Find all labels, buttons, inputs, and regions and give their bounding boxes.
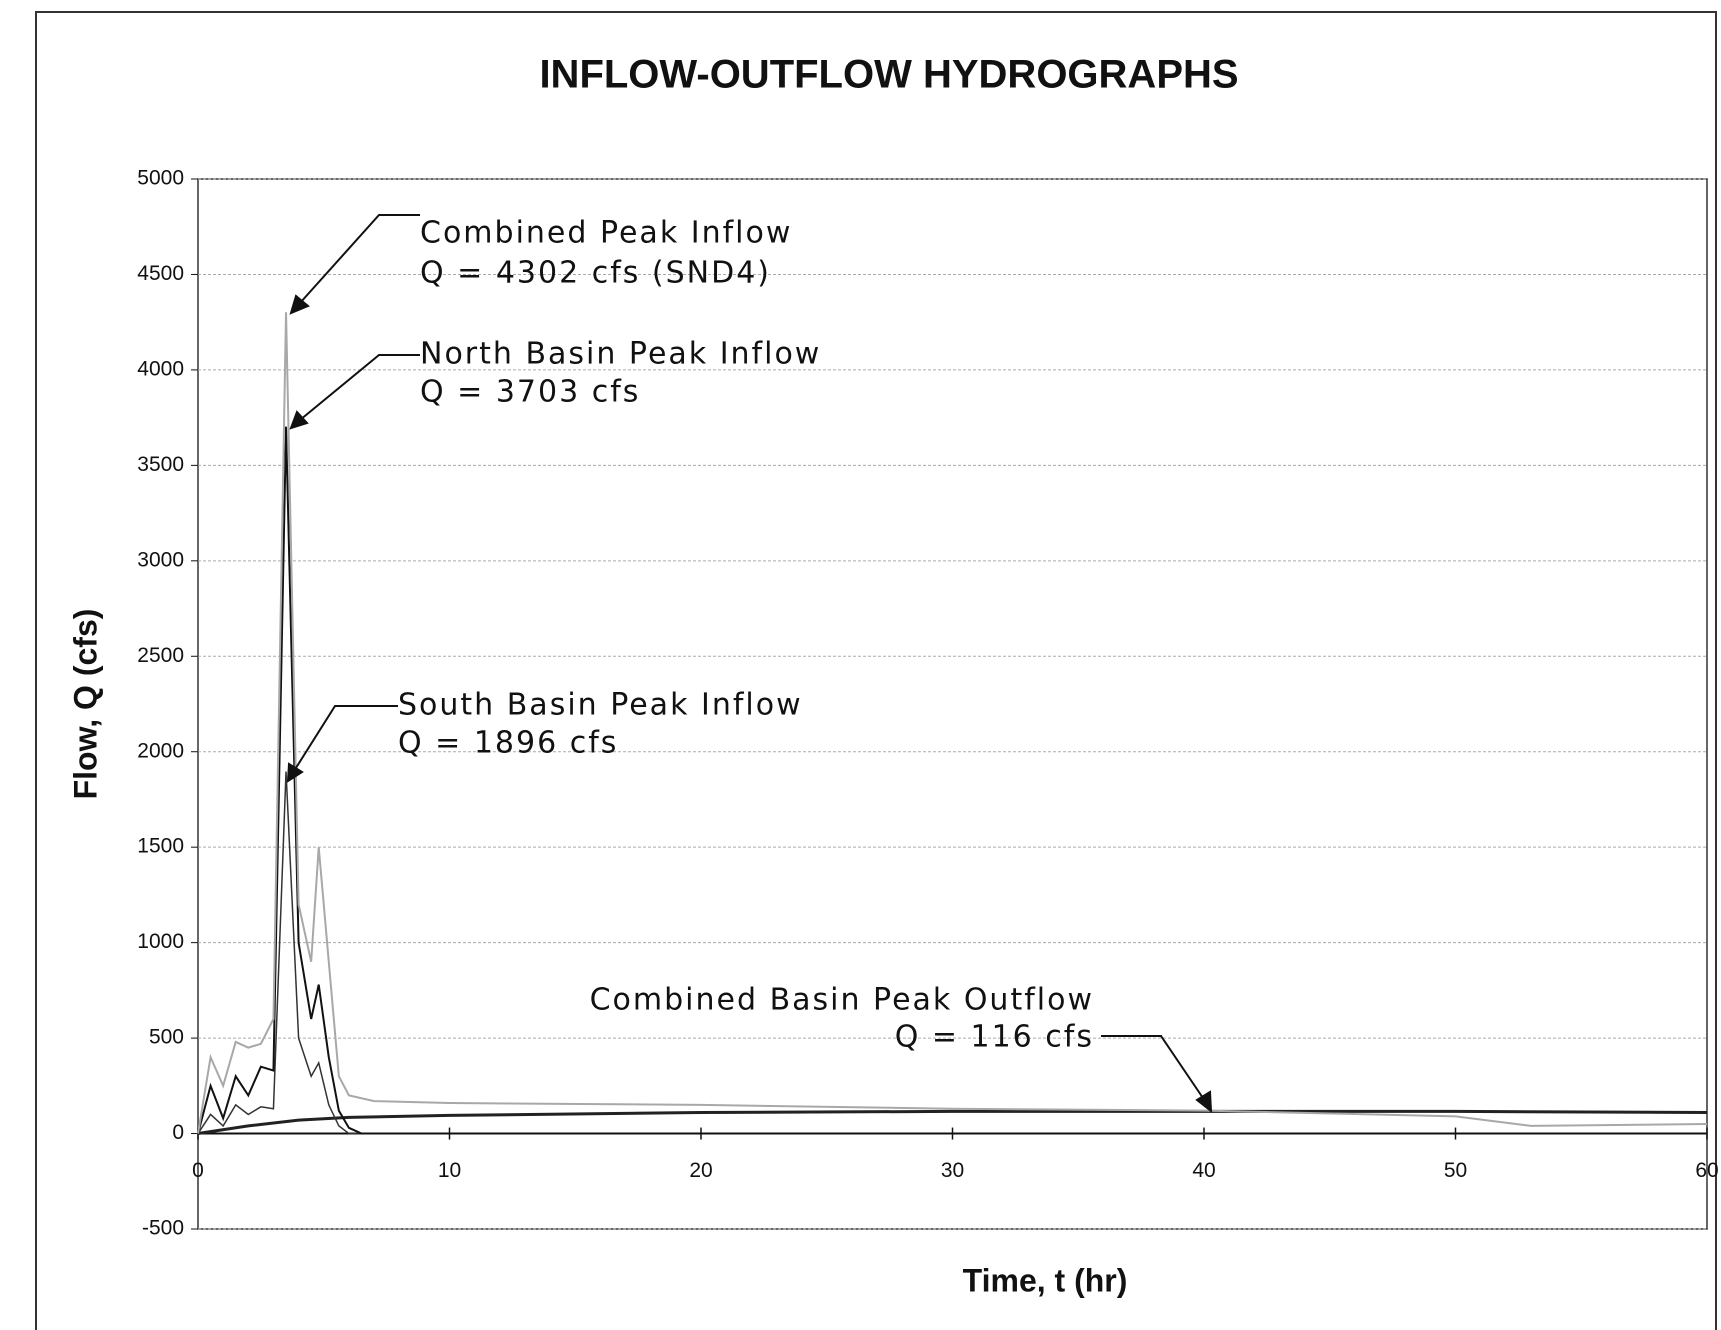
series-line (197, 312, 1708, 1134)
annotations: Combined Peak Inflow Q = 4302 cfs (SND4)… (398, 216, 1094, 1055)
annotation: Q = 1896 cfs (398, 726, 618, 761)
leader (299, 354, 420, 421)
x-tick-label: 0 (192, 1159, 204, 1182)
arrowhead (286, 762, 304, 783)
leader (293, 705, 398, 772)
y-tick-label: 0 (172, 1121, 184, 1144)
annotation: North Basin Peak Inflow (420, 337, 821, 372)
x-tick-label: 60 (1695, 1159, 1718, 1182)
x-tick-label: 10 (438, 1159, 461, 1182)
y-tick-label: 1500 (137, 835, 184, 858)
annotation: Q = 4302 cfs (SND4) (420, 256, 771, 291)
y-tick-label: 1000 (137, 930, 184, 953)
leader (1101, 1035, 1206, 1102)
y-tick-label: 3000 (137, 548, 184, 571)
annotation: Combined Basin Peak Outflow (590, 983, 1094, 1018)
annotation: Q = 116 cfs (895, 1020, 1094, 1055)
series-line (197, 1109, 1708, 1136)
y-tick-label: 3500 (137, 453, 184, 476)
annotation: Q = 3703 cfs (420, 375, 640, 410)
y-tick-label: 2500 (137, 644, 184, 667)
annotation: South Basin Peak Inflow (398, 688, 803, 723)
y-tick-label: 500 (149, 1026, 184, 1049)
series-line (197, 426, 1707, 1135)
x-tick-label: 40 (1192, 1159, 1215, 1182)
arrowhead (1195, 1090, 1213, 1114)
x-axis-label: Time, t (hr) (963, 1262, 1128, 1298)
x-tick-label: 20 (689, 1159, 712, 1182)
x-tick-label: 50 (1444, 1159, 1467, 1182)
arrowhead (289, 294, 310, 315)
chart-border (35, 11, 1717, 1330)
arrowhead (289, 410, 309, 430)
plot-area (197, 178, 1708, 1230)
y-tick-label: 5000 (137, 167, 184, 190)
annotation: Combined Peak Inflow (420, 216, 792, 251)
chart-title: INFLOW-OUTFLOW HYDROGRAPHS (539, 53, 1238, 97)
x-tick-label: 30 (941, 1159, 964, 1182)
leader (299, 214, 420, 304)
y-tick-label: 4500 (137, 262, 184, 285)
y-tick-label: 4000 (137, 357, 184, 380)
annotation-leaders (286, 214, 1213, 1114)
y-tick-label: 2000 (137, 739, 184, 762)
y-axis-label: Flow, Q (cfs) (67, 609, 103, 800)
series-line (197, 771, 1707, 1135)
y-tick-label: -500 (142, 1217, 184, 1240)
